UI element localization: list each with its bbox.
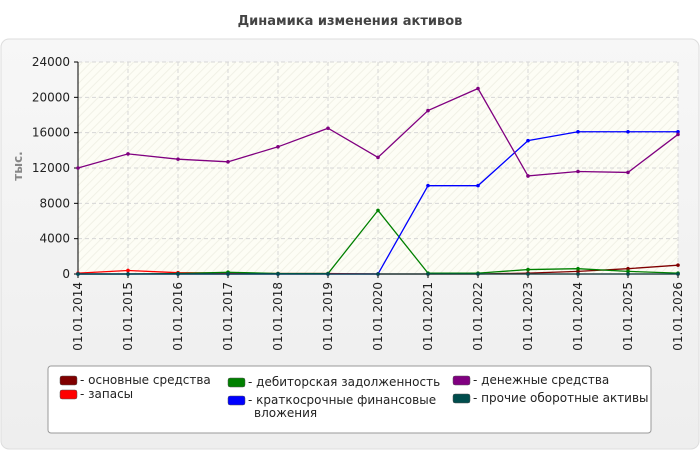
x-tick-label: 01.01.2026 [671, 282, 685, 351]
legend-item: - дебиторская задолженность [227, 375, 440, 389]
legend-label: - денежные средства [473, 373, 609, 387]
x-tick-label: 01.01.2014 [71, 282, 85, 351]
series-lines [76, 86, 680, 276]
data-point [176, 272, 180, 276]
data-point [76, 166, 80, 170]
x-tick-label: 01.01.2016 [171, 282, 185, 351]
x-tick-label: 01.01.2019 [321, 282, 335, 351]
data-point [526, 138, 530, 143]
x-tick-label: 01.01.2017 [221, 282, 235, 351]
data-point [626, 170, 630, 175]
series-5 [76, 86, 680, 178]
data-point [326, 126, 330, 131]
y-tick-label: 4000 [39, 232, 70, 246]
legend-label: - дебиторская задолженность [248, 375, 440, 389]
data-point [476, 183, 480, 188]
data-point [376, 208, 380, 213]
legend-swatch [452, 393, 471, 404]
data-point [576, 266, 580, 271]
legend-swatch [227, 395, 246, 406]
y-tick-label: 0 [62, 267, 70, 281]
data-point [576, 272, 580, 276]
y-tick-label: 16000 [32, 126, 70, 140]
x-tick-label: 01.01.2021 [421, 282, 435, 351]
x-tick-label: 01.01.2025 [621, 282, 635, 351]
y-tick-labels: 0 4000 8000 12000 16000 20000 24000 [32, 55, 70, 281]
y-tick-label: 20000 [32, 90, 70, 104]
data-point [626, 272, 630, 276]
data-point [576, 269, 580, 274]
legend-item: - прочие оборотные активы [452, 391, 649, 405]
data-point [626, 129, 630, 134]
data-point [426, 108, 430, 113]
data-point [126, 152, 130, 156]
data-point [426, 272, 430, 276]
x-tick-label: 01.01.2020 [371, 282, 385, 351]
data-point [476, 86, 480, 91]
legend-label: - прочие оборотные активы [473, 391, 649, 405]
legend-item: - основные средства [59, 373, 211, 387]
data-point [676, 272, 680, 276]
data-point [176, 157, 180, 161]
data-point [326, 272, 330, 276]
x-tick-label: 01.01.2024 [571, 282, 585, 351]
data-point [676, 132, 680, 137]
data-point [376, 155, 380, 160]
x-tick-labels: 01.01.2014 01.01.2015 01.01.2016 01.01.2017… [71, 282, 685, 351]
legend: - основные средства- запасы - дебиторская… [59, 373, 649, 420]
data-point [526, 267, 530, 272]
data-point [676, 129, 680, 134]
x-tick-label: 01.01.2015 [121, 282, 135, 351]
legend-swatch [59, 375, 78, 386]
x-tick-label: 01.01.2023 [521, 282, 535, 351]
y-tick-label: 12000 [32, 161, 70, 175]
data-point [526, 272, 530, 276]
data-point [626, 269, 630, 274]
y-tick-label: 24000 [32, 55, 70, 69]
data-point [576, 129, 580, 134]
legend-swatch [452, 375, 471, 386]
legend-box [47, 365, 652, 434]
x-tick-label: 01.01.2018 [271, 282, 285, 351]
data-point [376, 272, 380, 276]
data-point [226, 160, 230, 164]
data-point [126, 268, 130, 273]
legend-item: - запасы [59, 387, 133, 401]
data-point [426, 183, 430, 188]
data-point [526, 174, 530, 178]
x-tick-label: 01.01.2022 [471, 282, 485, 351]
data-point [626, 266, 630, 271]
data-point [76, 272, 80, 276]
data-point [276, 145, 280, 149]
data-point [126, 272, 130, 276]
data-point [276, 272, 280, 276]
chart-title: Динамика изменения активов [238, 14, 463, 29]
legend-label: - краткосрочные финансовые вложения [248, 393, 436, 420]
legend-item: - денежные средства [452, 373, 609, 387]
data-point [576, 169, 580, 174]
y-tick-label: 8000 [39, 196, 70, 210]
legend-label: - запасы [80, 387, 133, 401]
y-axis-label: тыс. [11, 151, 25, 180]
legend-label: - основные средства [80, 373, 211, 387]
data-point [226, 272, 230, 276]
data-point [476, 272, 480, 276]
legend-swatch [227, 377, 246, 388]
data-point [676, 263, 680, 267]
legend-item: - краткосрочные финансовые вложения [227, 393, 436, 420]
legend-swatch [59, 389, 78, 400]
series-6 [76, 272, 680, 276]
